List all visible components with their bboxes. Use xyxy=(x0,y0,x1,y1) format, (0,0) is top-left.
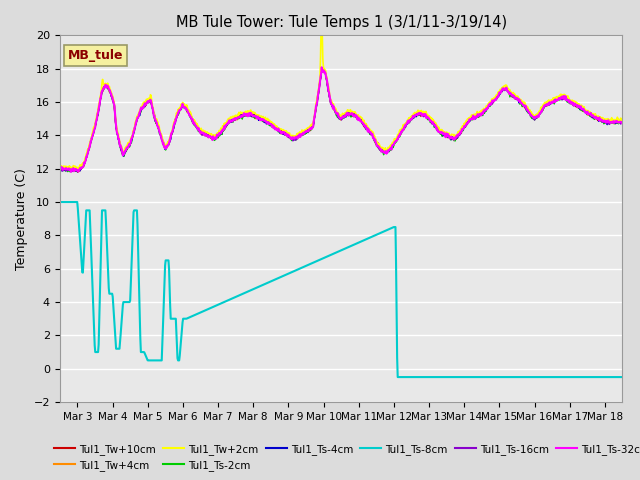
Tul1_Ts-32cm xyxy=(114,132,122,137)
Tul1_Ts-16cm xyxy=(114,132,122,138)
Line: Tul1_Ts-32cm: Tul1_Ts-32cm xyxy=(60,67,623,172)
Tul1_Ts-2cm xyxy=(496,91,504,97)
Tul1_Tw+2cm xyxy=(506,87,514,93)
Tul1_Ts-4cm xyxy=(619,120,627,126)
Tul1_Ts-8cm xyxy=(495,374,503,380)
Title: MB Tule Tower: Tule Temps 1 (3/1/11-3/19/14): MB Tule Tower: Tule Temps 1 (3/1/11-3/19… xyxy=(175,15,507,30)
Tul1_Ts-32cm xyxy=(496,90,504,96)
Tul1_Ts-2cm xyxy=(318,67,326,72)
Text: MB_tule: MB_tule xyxy=(68,49,124,62)
Tul1_Ts-2cm xyxy=(56,166,63,172)
Line: Tul1_Ts-2cm: Tul1_Ts-2cm xyxy=(60,70,623,172)
Tul1_Ts-8cm xyxy=(284,271,291,277)
Tul1_Ts-8cm xyxy=(113,346,121,352)
Tul1_Ts-32cm xyxy=(304,129,312,134)
Tul1_Ts-4cm xyxy=(506,90,514,96)
Tul1_Ts-2cm xyxy=(284,133,292,139)
Tul1_Tw+2cm xyxy=(444,130,451,135)
Tul1_Ts-32cm xyxy=(619,120,627,125)
Tul1_Ts-4cm xyxy=(304,127,312,133)
Tul1_Tw+10cm xyxy=(619,119,627,125)
Tul1_Ts-2cm xyxy=(304,130,312,135)
Tul1_Tw+4cm xyxy=(318,65,326,71)
Tul1_Ts-4cm xyxy=(444,134,451,140)
Tul1_Ts-16cm xyxy=(506,91,514,96)
Tul1_Ts-8cm xyxy=(443,374,451,380)
Tul1_Tw+4cm xyxy=(506,90,514,96)
Tul1_Ts-2cm xyxy=(114,133,122,139)
Tul1_Ts-4cm xyxy=(496,92,504,97)
Y-axis label: Temperature (C): Temperature (C) xyxy=(15,168,28,270)
Tul1_Ts-4cm xyxy=(74,168,81,174)
Tul1_Tw+4cm xyxy=(496,88,504,94)
Tul1_Tw+10cm xyxy=(304,127,312,133)
Tul1_Ts-16cm xyxy=(62,168,70,174)
Tul1_Ts-8cm xyxy=(394,374,401,380)
Tul1_Ts-8cm xyxy=(506,374,513,380)
Tul1_Tw+10cm xyxy=(56,166,63,172)
Tul1_Tw+4cm xyxy=(619,120,627,125)
Tul1_Ts-16cm xyxy=(56,165,63,170)
Legend: Tul1_Tw+10cm, Tul1_Tw+4cm, Tul1_Tw+2cm, Tul1_Ts-2cm, Tul1_Ts-4cm, Tul1_Ts-8cm, T: Tul1_Tw+10cm, Tul1_Tw+4cm, Tul1_Tw+2cm, … xyxy=(50,439,640,475)
Tul1_Ts-16cm xyxy=(284,132,292,138)
Tul1_Ts-32cm xyxy=(56,164,63,170)
Tul1_Ts-16cm xyxy=(304,129,312,135)
Tul1_Ts-2cm xyxy=(506,94,514,100)
Tul1_Tw+10cm xyxy=(444,134,451,140)
Tul1_Tw+4cm xyxy=(114,132,122,138)
Tul1_Tw+10cm xyxy=(74,169,82,175)
Tul1_Ts-16cm xyxy=(319,65,326,71)
Tul1_Ts-32cm xyxy=(444,133,451,139)
Tul1_Tw+2cm xyxy=(619,118,627,123)
Tul1_Tw+2cm xyxy=(56,163,63,169)
Tul1_Tw+10cm xyxy=(506,92,514,97)
Line: Tul1_Ts-8cm: Tul1_Ts-8cm xyxy=(60,202,623,377)
Tul1_Ts-32cm xyxy=(506,91,514,97)
Tul1_Tw+10cm xyxy=(319,67,327,72)
Tul1_Tw+4cm xyxy=(304,128,312,133)
Tul1_Tw+4cm xyxy=(444,133,451,139)
Tul1_Ts-8cm xyxy=(304,262,312,268)
Tul1_Tw+2cm xyxy=(284,130,292,136)
Tul1_Ts-2cm xyxy=(444,134,451,140)
Tul1_Ts-8cm xyxy=(56,199,63,205)
Line: Tul1_Tw+10cm: Tul1_Tw+10cm xyxy=(60,70,623,172)
Tul1_Tw+10cm xyxy=(284,134,292,140)
Tul1_Tw+2cm xyxy=(496,88,504,94)
Tul1_Ts-32cm xyxy=(318,64,326,70)
Tul1_Ts-32cm xyxy=(284,132,292,138)
Tul1_Ts-4cm xyxy=(284,132,292,138)
Tul1_Ts-16cm xyxy=(444,132,451,138)
Tul1_Tw+2cm xyxy=(114,130,122,136)
Tul1_Ts-8cm xyxy=(619,374,627,380)
Tul1_Ts-32cm xyxy=(67,169,75,175)
Tul1_Tw+10cm xyxy=(114,132,122,138)
Tul1_Ts-2cm xyxy=(619,120,627,126)
Tul1_Tw+4cm xyxy=(76,168,83,174)
Tul1_Ts-16cm xyxy=(619,120,627,125)
Line: Tul1_Ts-4cm: Tul1_Ts-4cm xyxy=(60,69,623,171)
Tul1_Tw+2cm xyxy=(74,167,82,172)
Line: Tul1_Tw+4cm: Tul1_Tw+4cm xyxy=(60,68,623,171)
Tul1_Tw+4cm xyxy=(56,164,63,170)
Tul1_Ts-16cm xyxy=(496,91,504,97)
Tul1_Tw+2cm xyxy=(304,125,312,131)
Tul1_Tw+4cm xyxy=(284,132,292,137)
Tul1_Ts-4cm xyxy=(319,66,326,72)
Tul1_Tw+10cm xyxy=(496,91,504,96)
Tul1_Tw+2cm xyxy=(318,5,326,11)
Line: Tul1_Ts-16cm: Tul1_Ts-16cm xyxy=(60,68,623,171)
Tul1_Ts-4cm xyxy=(56,166,63,172)
Line: Tul1_Tw+2cm: Tul1_Tw+2cm xyxy=(60,8,623,169)
Tul1_Ts-4cm xyxy=(114,133,122,139)
Tul1_Ts-2cm xyxy=(66,169,74,175)
